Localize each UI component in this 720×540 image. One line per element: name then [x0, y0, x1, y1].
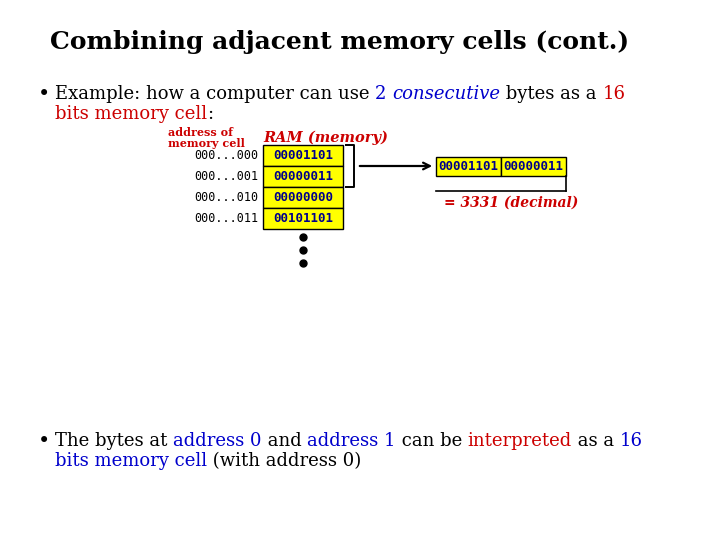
Text: Example: how a computer can use: Example: how a computer can use [55, 85, 375, 103]
Text: 000...010: 000...010 [194, 191, 258, 204]
Text: can be: can be [395, 432, 467, 450]
Text: consecutive: consecutive [392, 85, 500, 103]
Text: and: and [261, 432, 307, 450]
Text: address 1: address 1 [307, 432, 395, 450]
Text: 00101101: 00101101 [273, 212, 333, 225]
Text: •: • [38, 85, 50, 104]
Text: 16: 16 [603, 85, 626, 103]
Text: 00001101: 00001101 [273, 149, 333, 162]
Text: 000...001: 000...001 [194, 170, 258, 183]
Text: 00000011: 00000011 [503, 159, 564, 172]
Text: 2: 2 [375, 85, 392, 103]
Text: = 3331 (decimal): = 3331 (decimal) [444, 195, 578, 210]
Text: The bytes at: The bytes at [55, 432, 173, 450]
Bar [263, 187, 343, 208]
Text: memory cell: memory cell [168, 138, 245, 149]
Text: Combining adjacent memory cells (cont.): Combining adjacent memory cells (cont.) [50, 30, 629, 54]
Text: bits memory cell: bits memory cell [55, 452, 207, 470]
Bar [263, 166, 343, 187]
Text: 00000000: 00000000 [273, 191, 333, 204]
Text: bits memory cell: bits memory cell [55, 105, 207, 123]
Text: bytes as a: bytes as a [500, 85, 603, 103]
Text: 16: 16 [620, 432, 643, 450]
Text: address 0: address 0 [173, 432, 261, 450]
Bar [263, 208, 343, 229]
Bar [263, 145, 343, 166]
Bar [501, 157, 566, 176]
Text: address of: address of [168, 127, 233, 138]
Text: as a: as a [572, 432, 620, 450]
Text: 00000011: 00000011 [273, 170, 333, 183]
Text: :: : [207, 105, 213, 123]
Text: 00001101: 00001101 [438, 159, 498, 172]
Text: interpreted: interpreted [467, 432, 572, 450]
Text: (with address 0): (with address 0) [207, 452, 361, 470]
Text: 000...000: 000...000 [194, 149, 258, 162]
Text: •: • [38, 432, 50, 451]
Text: RAM (memory): RAM (memory) [263, 131, 388, 145]
Bar [436, 157, 501, 176]
Text: 000...011: 000...011 [194, 212, 258, 225]
